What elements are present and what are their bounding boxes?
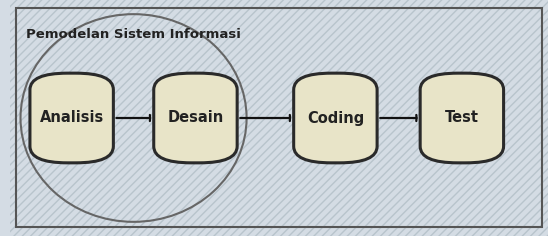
Text: Coding: Coding (307, 110, 364, 126)
Text: Desain: Desain (167, 110, 224, 126)
Text: Test: Test (445, 110, 479, 126)
Text: Analisis: Analisis (39, 110, 104, 126)
FancyBboxPatch shape (420, 73, 504, 163)
FancyBboxPatch shape (154, 73, 237, 163)
Text: Pemodelan Sistem Informasi: Pemodelan Sistem Informasi (26, 28, 241, 41)
FancyBboxPatch shape (30, 73, 113, 163)
FancyBboxPatch shape (294, 73, 377, 163)
